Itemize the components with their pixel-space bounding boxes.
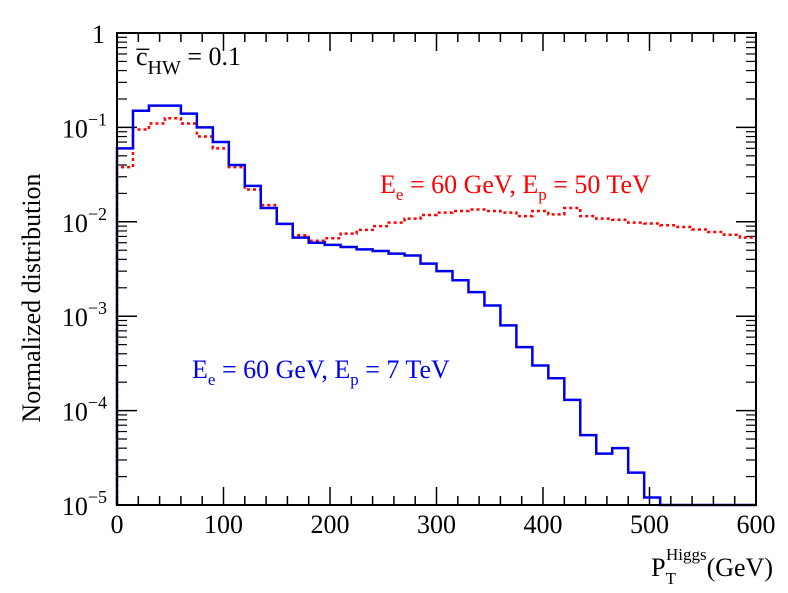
y-tick-label: 10−2: [62, 204, 107, 238]
legend-blue-sub-p: p: [350, 370, 359, 389]
x-tick-label: 100: [204, 510, 243, 539]
legend-blue-mid: = 60 GeV,: [215, 355, 334, 384]
tick-labels: 0 100 200 300 400 500 600 1 10−1 10−2 10−3 10−4 10−5: [62, 20, 776, 539]
legend-red-end: = 50 TeV: [547, 170, 651, 199]
plot-frame: [116, 32, 757, 506]
series-layer: [115, 104, 756, 507]
legend-blue-e1: E: [192, 355, 208, 384]
legend-label-ep-50tev: Ee = 60 GeV, Ep = 50 TeV: [380, 170, 651, 204]
legend-red-sub-p: p: [538, 185, 547, 204]
x-tick-label: 200: [311, 510, 350, 539]
x-axis-title-base: P: [651, 553, 665, 582]
series-ep-50tev: [115, 117, 756, 505]
x-axis-title-sub: T: [666, 569, 677, 588]
x-tick-label: 300: [417, 510, 456, 539]
legend-red-e2: E: [522, 170, 538, 199]
coupling-annotation: c̅HW = 0.1: [136, 42, 241, 79]
x-tick-label: 600: [737, 510, 776, 539]
x-axis-title-sup: Higgs: [666, 545, 707, 564]
x-axis-title: PT Higgs(GeV): [651, 545, 773, 588]
annotation-symbol: c̅: [136, 42, 150, 71]
y-tick-label: 10−5: [62, 487, 107, 521]
y-axis-title: Normalized distribution: [17, 173, 46, 422]
legend-label-ep-7tev: Ee = 60 GeV, Ep = 7 TeV: [192, 355, 450, 389]
series-line: [115, 117, 756, 505]
series-ep-7tev: [115, 104, 756, 507]
y-tick-label: 1: [92, 20, 105, 49]
x-tick-label: 0: [111, 510, 124, 539]
annotation-value: = 0.1: [181, 42, 241, 71]
x-axis-title-unit: (GeV): [707, 553, 773, 582]
annotation-subscript: HW: [148, 57, 181, 79]
x-tick-label: 500: [630, 510, 669, 539]
series-line: [115, 104, 756, 507]
legend-red-sub-e: e: [396, 185, 404, 204]
legend-red-e1: E: [380, 170, 396, 199]
legend-blue-end: = 7 TeV: [359, 355, 450, 384]
legend-red-mid: = 60 GeV,: [403, 170, 522, 199]
legend-blue-sub-e: e: [208, 370, 216, 389]
y-tick-label: 10−4: [62, 393, 107, 427]
legend-blue-e2: E: [334, 355, 350, 384]
y-tick-label: 10−3: [62, 298, 107, 332]
y-tick-label: 10−1: [62, 109, 107, 143]
x-tick-label: 400: [524, 510, 563, 539]
